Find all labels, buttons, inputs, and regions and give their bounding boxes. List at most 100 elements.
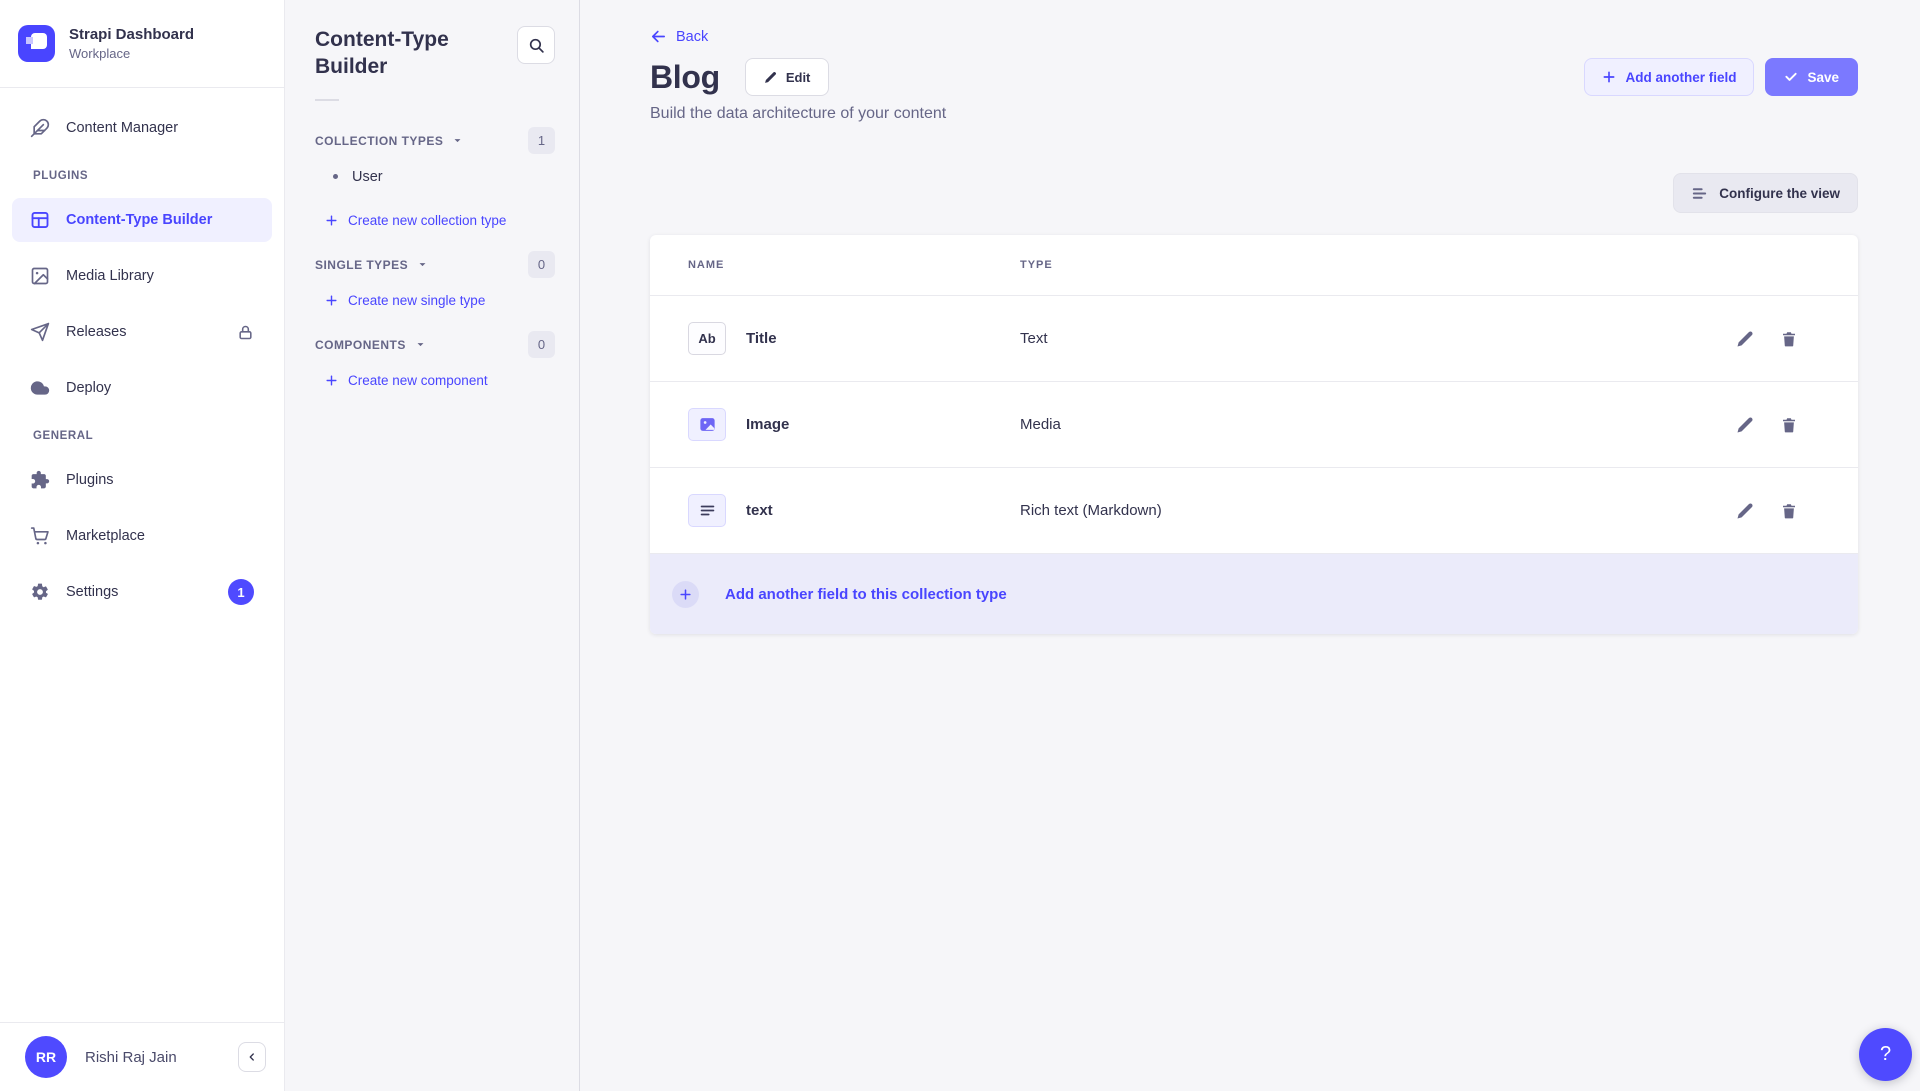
collection-types-header[interactable]: COLLECTION TYPES 1	[285, 127, 579, 155]
field-type: Text	[1020, 330, 1724, 347]
sidebar-item-content-manager[interactable]: Content Manager	[12, 106, 272, 150]
row-actions	[1724, 502, 1820, 520]
sidebar-item-label: Marketplace	[66, 528, 145, 544]
bars-icon	[1691, 185, 1708, 202]
field-name-cell: Image	[688, 408, 1020, 441]
single-types-count: 0	[528, 251, 555, 278]
caret-down-icon	[452, 135, 463, 146]
pencil-icon	[1736, 416, 1754, 434]
sidebar-item-plugins[interactable]: Plugins	[12, 458, 272, 502]
app-window: Strapi Dashboard Workplace Content Manag…	[0, 0, 1920, 1091]
delete-field-button[interactable]	[1780, 502, 1798, 520]
group-label: COMPONENTS	[315, 338, 406, 352]
plus-icon	[325, 294, 338, 307]
cart-icon	[30, 526, 50, 546]
sidebar-item-deploy[interactable]: Deploy	[12, 366, 272, 410]
media-field-icon	[688, 408, 726, 441]
add-field-to-collection-button[interactable]: Add another field to this collection typ…	[650, 554, 1858, 634]
fields-table-card: NAME TYPE Ab Title Text	[650, 235, 1858, 634]
trash-icon	[1780, 330, 1798, 348]
collection-type-label: User	[352, 169, 383, 185]
lock-icon	[237, 324, 254, 341]
trash-icon	[1780, 416, 1798, 434]
sidebar-item-label: Deploy	[66, 380, 111, 396]
sidebar-item-label: Releases	[66, 324, 126, 340]
field-name-cell: text	[688, 494, 1020, 527]
plus-icon	[325, 214, 338, 227]
configure-the-view-button[interactable]: Configure the view	[1673, 173, 1858, 213]
edit-field-button[interactable]	[1736, 416, 1754, 434]
collapse-sidebar-button[interactable]	[238, 1042, 266, 1072]
edit-field-button[interactable]	[1736, 330, 1754, 348]
delete-field-button[interactable]	[1780, 330, 1798, 348]
save-button[interactable]: Save	[1765, 58, 1858, 96]
add-field-to-collection-label: Add another field to this collection typ…	[725, 586, 1007, 603]
sidebar-item-content-type-builder[interactable]: Content-Type Builder	[12, 198, 272, 242]
caret-down-icon	[415, 339, 426, 350]
sidebar-item-settings[interactable]: Settings 1	[12, 570, 272, 614]
components-count: 0	[528, 331, 555, 358]
edit-button[interactable]: Edit	[745, 58, 830, 96]
create-single-type-link[interactable]: Create new single type	[285, 279, 579, 323]
puzzle-icon	[30, 470, 50, 490]
pencil-icon	[1736, 330, 1754, 348]
help-button[interactable]: ?	[1859, 1028, 1912, 1081]
bullet-icon	[333, 174, 338, 179]
main-sidebar: Strapi Dashboard Workplace Content Manag…	[0, 0, 285, 1091]
sidebar-section-plugins: PLUGINS	[0, 170, 284, 182]
settings-notification-badge: 1	[228, 579, 254, 605]
sidebar-section-general: GENERAL	[0, 430, 284, 442]
collection-type-item-user[interactable]: User	[285, 155, 579, 199]
strapi-logo-icon	[18, 25, 55, 62]
sidebar-item-marketplace[interactable]: Marketplace	[12, 514, 272, 558]
field-name: Image	[746, 416, 789, 433]
cloud-icon	[30, 378, 50, 398]
header-actions: Add another field Save	[1584, 58, 1858, 96]
column-header-type: TYPE	[1020, 259, 1724, 271]
create-collection-type-link[interactable]: Create new collection type	[285, 199, 579, 243]
delete-field-button[interactable]	[1780, 416, 1798, 434]
edit-field-button[interactable]	[1736, 502, 1754, 520]
avatar[interactable]: RR	[25, 1036, 67, 1078]
sidebar-item-label: Plugins	[66, 472, 114, 488]
pencil-icon	[1736, 502, 1754, 520]
sidebar-item-media-library[interactable]: Media Library	[12, 254, 272, 298]
trash-icon	[1780, 502, 1798, 520]
add-another-field-label: Add another field	[1625, 70, 1736, 85]
field-type: Media	[1020, 416, 1724, 433]
workspace-titles: Strapi Dashboard Workplace	[69, 26, 194, 62]
table-header: NAME TYPE	[650, 235, 1858, 296]
grid-icon	[30, 210, 50, 230]
chevron-left-icon	[246, 1051, 258, 1063]
workspace-header[interactable]: Strapi Dashboard Workplace	[0, 0, 284, 88]
subnav-title: Content-Type Builder	[315, 26, 485, 81]
picture-icon	[30, 266, 50, 286]
field-type: Rich text (Markdown)	[1020, 502, 1724, 519]
sidebar-item-label: Content-Type Builder	[66, 212, 212, 228]
add-another-field-button[interactable]: Add another field	[1584, 58, 1754, 96]
back-label: Back	[676, 29, 708, 45]
text-field-icon: Ab	[688, 322, 726, 355]
group-label: COLLECTION TYPES	[315, 134, 443, 148]
create-component-link[interactable]: Create new component	[285, 359, 579, 403]
plus-icon	[1602, 70, 1616, 84]
single-types-header[interactable]: SINGLE TYPES 0	[285, 251, 579, 279]
sidebar-item-releases[interactable]: Releases	[12, 310, 272, 354]
sidebar-user-footer: RR Rishi Raj Jain	[0, 1022, 284, 1091]
back-link[interactable]: Back	[650, 28, 708, 45]
user-name[interactable]: Rishi Raj Jain	[85, 1049, 177, 1066]
pencil-icon	[764, 71, 777, 84]
column-header-name: NAME	[688, 259, 1020, 271]
search-button[interactable]	[517, 26, 555, 64]
sidebar-item-label: Settings	[66, 584, 118, 600]
subnav-divider	[315, 99, 339, 101]
workspace-name: Workplace	[69, 46, 194, 61]
plus-icon	[672, 581, 699, 608]
page-subtitle: Build the data architecture of your cont…	[650, 105, 1858, 123]
configure-the-view-label: Configure the view	[1719, 186, 1840, 201]
create-single-type-label: Create new single type	[348, 293, 485, 308]
configure-row: Configure the view	[650, 173, 1858, 213]
subnav-header: Content-Type Builder	[285, 0, 579, 81]
group-label: SINGLE TYPES	[315, 258, 408, 272]
components-header[interactable]: COMPONENTS 0	[285, 331, 579, 359]
